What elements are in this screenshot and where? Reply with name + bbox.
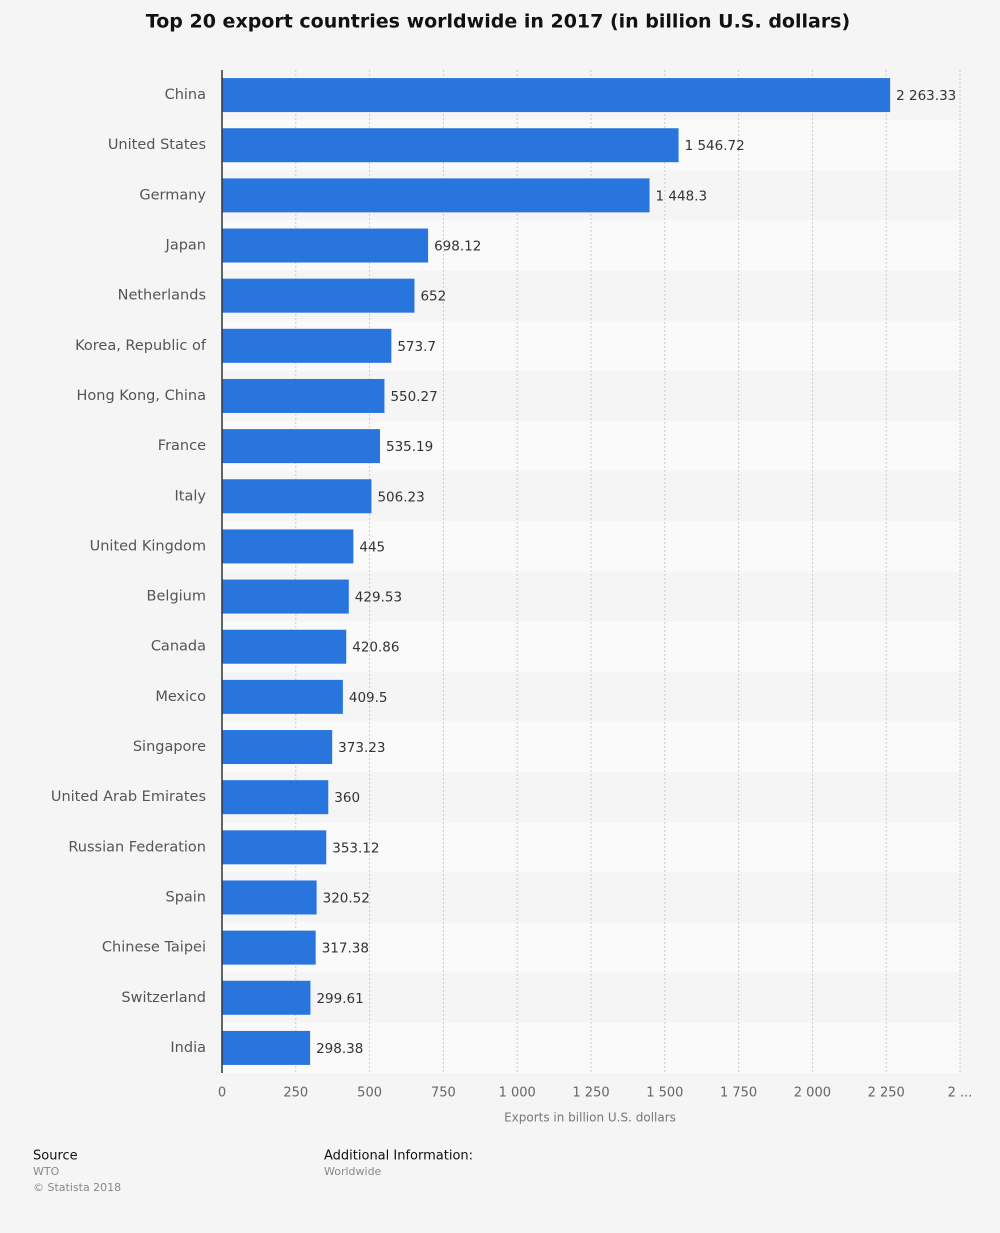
y-tick-label: India — [170, 1040, 206, 1056]
y-tick-label: Russian Federation — [68, 839, 206, 855]
info: Worldwide — [324, 1165, 382, 1178]
source: WTO — [33, 1165, 60, 1178]
x-tick-label: 2 250 — [868, 1086, 905, 1101]
bar — [222, 178, 650, 213]
bar — [222, 78, 891, 113]
value-label: 317.38 — [322, 941, 369, 957]
y-tick-label: United Arab Emirates — [51, 789, 206, 805]
x-tick-label: 0 — [218, 1086, 226, 1101]
bar — [222, 880, 317, 915]
y-tick-label: Belgium — [147, 589, 206, 605]
value-label: 299.61 — [316, 991, 363, 1007]
value-label: 550.27 — [390, 389, 437, 405]
value-label: 698.12 — [434, 239, 481, 255]
y-tick-label: China — [165, 87, 206, 103]
value-label: 373.23 — [338, 740, 385, 756]
value-label: 409.5 — [349, 690, 388, 706]
x-tick-label: 250 — [283, 1086, 308, 1101]
bar — [222, 1030, 311, 1065]
y-tick-label: Japan — [165, 238, 206, 254]
bar — [222, 328, 392, 363]
bar — [222, 679, 343, 714]
x-tick-label: 1 500 — [646, 1086, 683, 1101]
value-label: 360 — [334, 790, 360, 806]
x-tick-label: 2 000 — [794, 1086, 831, 1101]
y-tick-label: Singapore — [133, 739, 206, 755]
info-title: Additional Information: — [324, 1149, 473, 1164]
y-tick-label: Spain — [165, 889, 206, 905]
y-tick-label: United States — [108, 137, 206, 153]
y-tick-label: Korea, Republic of — [75, 338, 207, 354]
x-tick-label: 2 ... — [948, 1086, 973, 1101]
x-axis-label: Exports in billion U.S. dollars — [504, 1111, 676, 1125]
bar — [222, 128, 679, 163]
value-label: 298.38 — [316, 1041, 363, 1057]
bar — [222, 378, 385, 413]
y-tick-label: Germany — [139, 187, 206, 203]
y-tick-label: Chinese Taipei — [102, 940, 206, 956]
value-label: 1 546.72 — [685, 138, 745, 154]
bar — [222, 579, 349, 614]
y-tick-label: Netherlands — [118, 288, 206, 304]
value-label: 2 263.33 — [896, 88, 956, 104]
value-label: 429.53 — [355, 590, 402, 606]
y-tick-label: Canada — [151, 639, 206, 655]
y-tick-label: United Kingdom — [90, 538, 206, 554]
copyright: © Statista 2018 — [33, 1181, 121, 1194]
value-label: 506.23 — [377, 489, 424, 505]
bar — [222, 629, 347, 664]
x-tick-label: 750 — [431, 1086, 456, 1101]
value-label: 573.7 — [397, 339, 436, 355]
bar — [222, 479, 372, 514]
bar — [222, 730, 333, 765]
source-title: Source — [33, 1149, 78, 1164]
x-tick-label: 1 000 — [499, 1086, 536, 1101]
y-tick-label: Switzerland — [121, 990, 206, 1006]
y-tick-label: Mexico — [155, 689, 206, 705]
bar — [222, 980, 311, 1015]
x-tick-label: 500 — [357, 1086, 382, 1101]
bar — [222, 429, 380, 464]
bar — [222, 278, 415, 313]
value-label: 420.86 — [352, 640, 399, 656]
y-tick-label: France — [158, 438, 206, 454]
x-tick-label: 1 750 — [720, 1086, 757, 1101]
bar — [222, 780, 329, 815]
value-label: 445 — [359, 539, 385, 555]
x-tick-label: 1 250 — [572, 1086, 609, 1101]
bar — [222, 228, 429, 263]
bar — [222, 930, 316, 965]
chart-title: Top 20 export countries worldwide in 201… — [146, 11, 850, 33]
bar — [222, 830, 327, 865]
y-tick-label: Italy — [175, 488, 207, 504]
value-label: 320.52 — [323, 890, 370, 906]
value-label: 353.12 — [332, 840, 379, 856]
value-label: 535.19 — [386, 439, 433, 455]
value-label: 652 — [420, 289, 446, 305]
bar — [222, 529, 354, 564]
y-tick-label: Hong Kong, China — [77, 388, 206, 404]
value-label: 1 448.3 — [656, 188, 708, 204]
